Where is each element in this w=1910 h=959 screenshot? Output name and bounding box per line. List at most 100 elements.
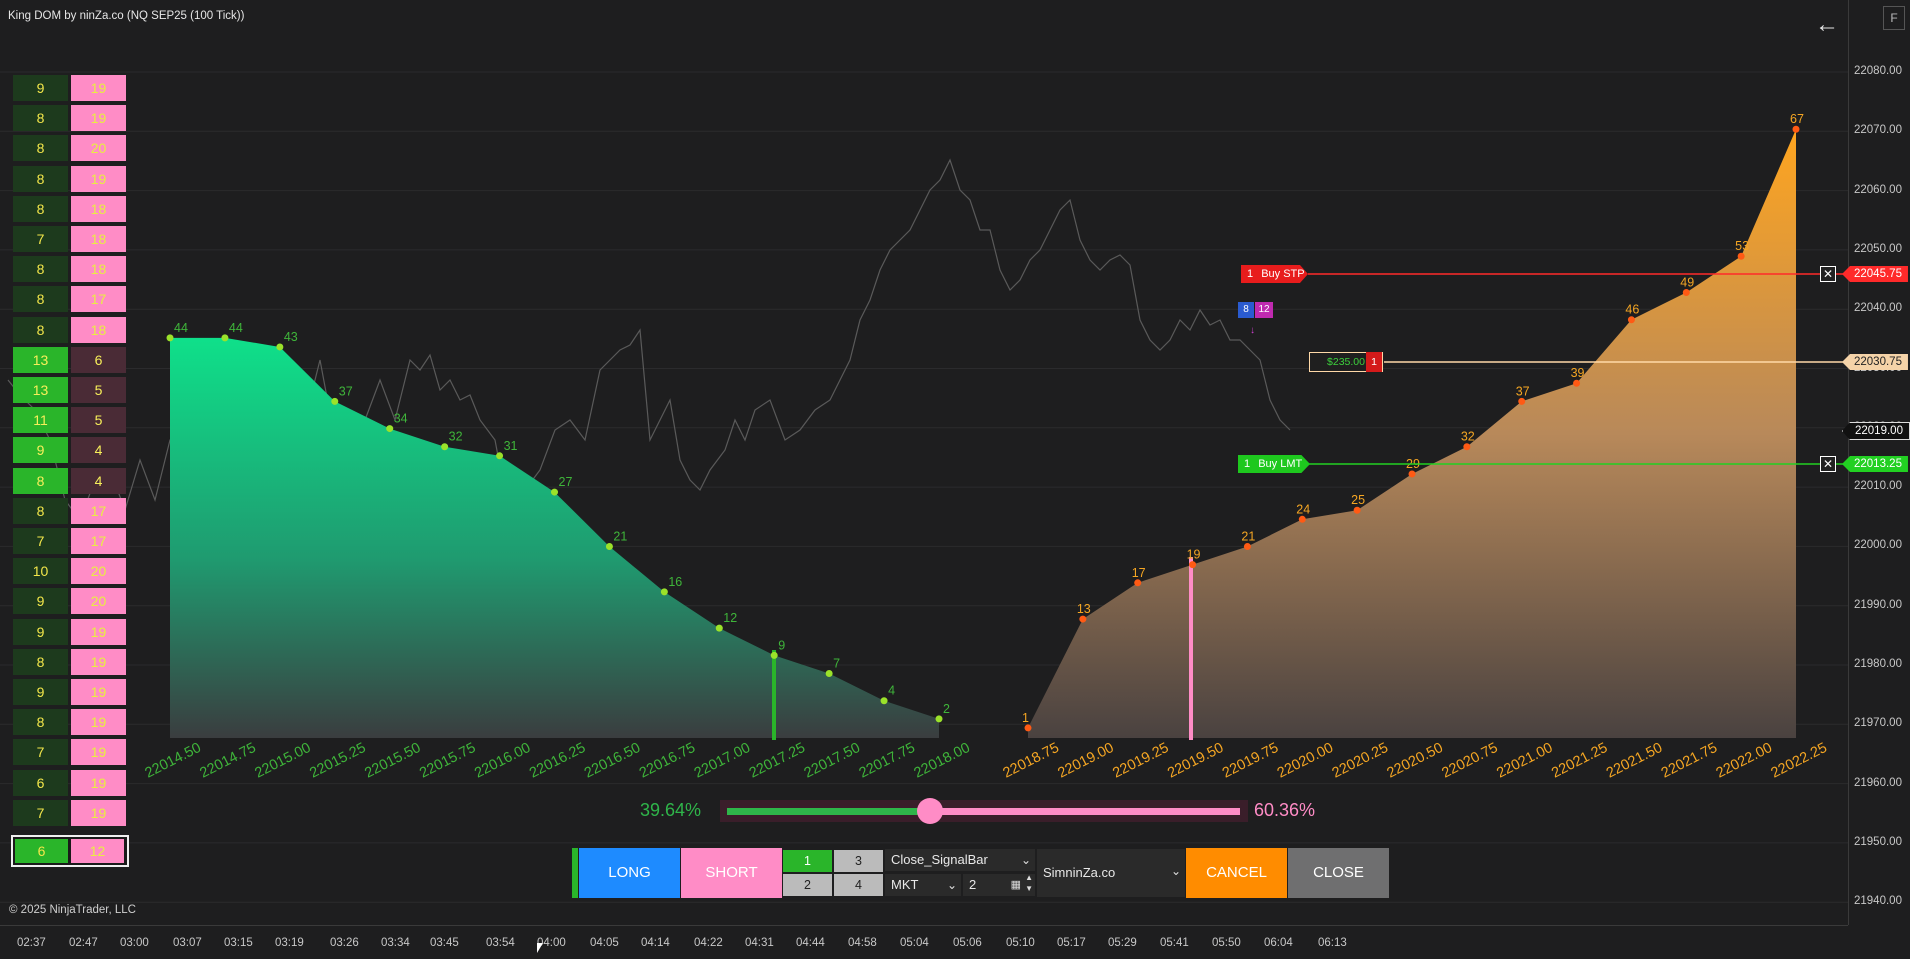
dom-bid-cell: 8: [13, 195, 68, 222]
f-button[interactable]: F: [1883, 6, 1905, 30]
dom-ask-cell: 18: [71, 195, 126, 222]
limit-price-tag: 22013.25: [1842, 456, 1908, 472]
price-tick: 21980.00: [1854, 658, 1902, 670]
dom-bid-cell: 10: [13, 558, 68, 585]
price-tick: 21970.00: [1854, 717, 1902, 730]
close-button[interactable]: CLOSE: [1288, 848, 1389, 898]
dom-total-ask: 12: [71, 839, 124, 863]
limit-order-qty: 1: [1244, 458, 1251, 470]
dom-row: 8 18: [13, 195, 129, 222]
bid-price-label: 22015.75: [417, 740, 478, 782]
bid-point: [276, 343, 284, 351]
bid-point: [605, 543, 613, 551]
dom-ask-cell: 4: [71, 467, 126, 494]
stepper-arrows-icon[interactable]: ▲ ▼: [1025, 873, 1033, 893]
dom-row: 7 18: [13, 226, 129, 252]
dom-bid-cell: 9: [13, 588, 68, 615]
bid-value-label: 2: [943, 702, 950, 716]
chevron-down-icon: ⌄: [1020, 853, 1031, 867]
short-button[interactable]: SHORT: [681, 848, 782, 898]
time-tick: 04:14: [641, 937, 670, 949]
time-tick: 04:05: [590, 937, 619, 949]
dom-bid-cell: 8: [13, 316, 68, 343]
long-button[interactable]: LONG: [579, 848, 680, 898]
ask-price-label: 22020.00: [1275, 740, 1336, 782]
time-tick: 04:22: [694, 937, 723, 949]
dom-ask-cell: 18: [71, 226, 126, 252]
qty-button-3[interactable]: 3: [834, 850, 883, 872]
dom-row: 8 19: [13, 709, 129, 736]
price-tick: 22080.00: [1854, 65, 1902, 77]
ask-point: [1024, 724, 1032, 732]
time-tick: 03:00: [120, 937, 149, 949]
ask-price-label: 22019.25: [1110, 740, 1171, 782]
quantity-stepper[interactable]: 2 ▦ ▲ ▼: [963, 873, 1035, 896]
dom-row: 10 20: [13, 558, 129, 585]
limit-order-label[interactable]: 1 Buy LMT: [1238, 455, 1310, 473]
bid-point: [770, 651, 778, 659]
last-price-tag: 22019.00: [1842, 422, 1910, 440]
order-type-select[interactable]: MKT ⌄: [885, 874, 961, 896]
dom-ask-cell: 20: [71, 588, 126, 615]
dom-row: 9 20: [13, 588, 129, 615]
price-tick: 21960.00: [1854, 776, 1902, 789]
bid-point: [166, 334, 174, 342]
bid-point: [331, 397, 339, 405]
dom-bid-cell: 8: [13, 467, 68, 494]
dom-row: 8 19: [13, 648, 129, 675]
ask-point: [1079, 615, 1087, 623]
time-tick: 06:04: [1264, 937, 1293, 949]
chevron-down-icon: ⌄: [1170, 864, 1181, 878]
time-tick: 03:34: [381, 937, 410, 949]
account-select[interactable]: SimninZa.co ⌄: [1037, 849, 1185, 897]
calculator-icon[interactable]: ▦: [1010, 879, 1021, 891]
dom-ask-cell: 17: [71, 497, 126, 524]
dom-ask-cell: 19: [71, 648, 126, 675]
ask-price-label: 22021.50: [1604, 740, 1665, 782]
limit-cancel-icon[interactable]: ✕: [1820, 456, 1836, 472]
bid-value-label: 44: [229, 321, 243, 335]
dom-row: 13 5: [13, 377, 129, 403]
ask-price-label: 22019.75: [1220, 740, 1281, 782]
ask-point: [1573, 379, 1581, 387]
bid-price-label: 22016.75: [637, 740, 698, 782]
dom-bid-cell: 6: [13, 769, 68, 796]
ask-value-label: 21: [1241, 530, 1255, 544]
position-label[interactable]: $235.00: [1309, 352, 1383, 372]
time-tick: 04:31: [745, 937, 774, 949]
ask-marker-bar: [1189, 557, 1193, 740]
dom-bid-cell: 9: [13, 679, 68, 705]
mouse-cursor-icon: [537, 943, 543, 953]
arrow-left-icon[interactable]: ←: [1815, 11, 1839, 38]
bid-value-label: 9: [778, 638, 785, 652]
dom-ask-cell: 5: [71, 377, 126, 403]
dom-ask-cell: 19: [71, 799, 126, 826]
stop-order-qty: 1: [1247, 268, 1254, 280]
stop-cancel-icon[interactable]: ✕: [1820, 266, 1836, 282]
ask-price-label: 22020.25: [1330, 740, 1391, 782]
time-tick: 03:45: [430, 937, 459, 949]
ask-point: [1408, 470, 1416, 478]
ask-value-label: 67: [1790, 112, 1804, 126]
dom-row: 9 19: [13, 679, 129, 705]
qty-button-2[interactable]: 2: [783, 874, 832, 896]
ask-value-label: 46: [1625, 303, 1639, 317]
time-tick: 05:50: [1212, 937, 1241, 949]
strategy-select[interactable]: Close_SignalBar ⌄: [885, 849, 1035, 871]
cancel-button[interactable]: CANCEL: [1186, 848, 1287, 898]
price-tick: 21940.00: [1854, 895, 1902, 908]
position-qty[interactable]: 1: [1366, 352, 1382, 372]
ask-price-label: 22020.50: [1385, 740, 1446, 782]
qty-button-4[interactable]: 4: [834, 874, 883, 896]
position-price-tag: 22030.75: [1842, 354, 1908, 370]
panel-grip[interactable]: [572, 848, 578, 898]
ask-price-label: 22020.75: [1439, 740, 1500, 782]
dom-row: 7 19: [13, 799, 129, 826]
bid-point: [935, 715, 943, 723]
dom-row: 8 18: [13, 316, 129, 343]
price-tick: 22040.00: [1854, 302, 1902, 315]
qty-button-1[interactable]: 1: [783, 850, 832, 872]
balance-slider-thumb[interactable]: [917, 798, 943, 824]
stop-order-label[interactable]: 1 Buy STP: [1241, 265, 1308, 283]
